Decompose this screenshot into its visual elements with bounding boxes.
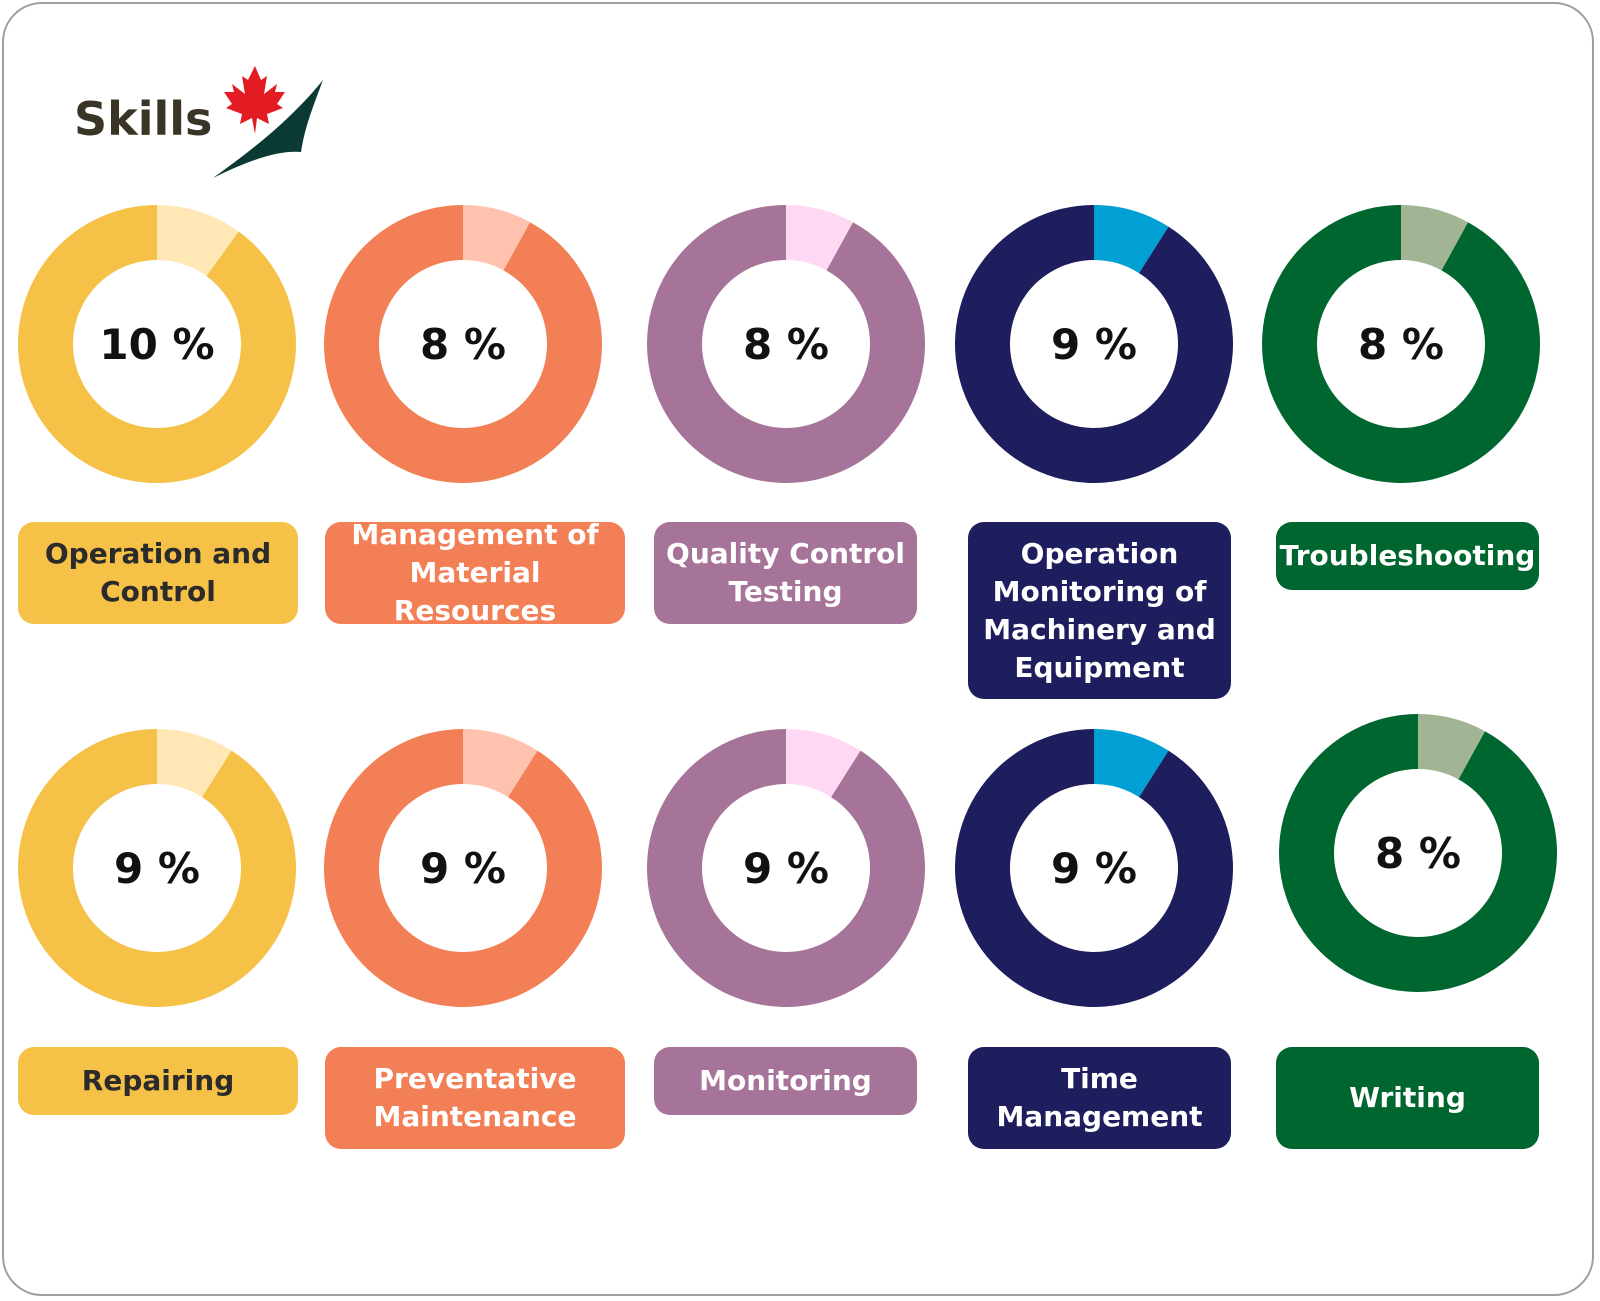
donut-svg bbox=[324, 729, 602, 1007]
donut-value-slice bbox=[786, 729, 861, 798]
donut-chart: 8 % bbox=[644, 202, 928, 486]
percent-label: 8 % bbox=[1375, 828, 1461, 878]
donut-chart: 8 % bbox=[1276, 711, 1560, 995]
skills-logo: Skills bbox=[74, 62, 344, 187]
donut-remainder-slice bbox=[17, 729, 296, 1007]
percent-label: 9 % bbox=[1051, 843, 1137, 893]
donut-chart: 8 % bbox=[321, 202, 605, 486]
logo-text: Skills bbox=[74, 92, 213, 146]
skill-label: Operation and Control bbox=[18, 522, 298, 624]
donut-svg bbox=[1279, 714, 1557, 992]
donut-chart: 9 % bbox=[952, 202, 1236, 486]
donut-value-slice bbox=[157, 729, 232, 798]
skill-label: Operation Monitoring of Machinery and Eq… bbox=[968, 522, 1231, 699]
donut-remainder-slice bbox=[647, 205, 925, 483]
donut-value-slice bbox=[1094, 205, 1169, 274]
donut-svg bbox=[955, 729, 1233, 1007]
skill-label: Troubleshooting bbox=[1276, 522, 1539, 590]
donut-chart: 9 % bbox=[644, 726, 928, 1010]
donut-remainder-slice bbox=[1262, 205, 1540, 483]
donut-svg bbox=[17, 729, 296, 1007]
donut-value-slice bbox=[463, 205, 530, 271]
donut-svg bbox=[1262, 205, 1540, 483]
donut-value-slice bbox=[1094, 729, 1169, 798]
donut-remainder-slice bbox=[324, 729, 602, 1007]
donut-remainder-slice bbox=[955, 205, 1233, 483]
percent-label: 9 % bbox=[114, 843, 200, 893]
percent-label: 9 % bbox=[420, 843, 506, 893]
donut-value-slice bbox=[1418, 714, 1485, 780]
percent-label: 10 % bbox=[99, 319, 215, 369]
donut-chart: 10 % bbox=[15, 202, 299, 486]
percent-label: 9 % bbox=[743, 843, 829, 893]
donut-value-slice bbox=[1401, 205, 1468, 271]
donut-value-slice bbox=[157, 205, 239, 277]
maple-leaf-swoosh-icon bbox=[213, 66, 323, 178]
donut-remainder-slice bbox=[647, 729, 925, 1007]
skill-label: Preventative Maintenance bbox=[325, 1047, 625, 1149]
percent-label: 8 % bbox=[743, 319, 829, 369]
donut-value-slice bbox=[786, 205, 853, 271]
donut-svg bbox=[647, 205, 925, 483]
donut-remainder-slice bbox=[1279, 714, 1557, 992]
donut-svg bbox=[324, 205, 602, 483]
donut-remainder-slice bbox=[17, 205, 296, 483]
donut-svg bbox=[17, 205, 296, 483]
skill-label: Writing bbox=[1276, 1047, 1539, 1149]
skill-label: Time Management bbox=[968, 1047, 1231, 1149]
percent-label: 9 % bbox=[1051, 319, 1137, 369]
skill-label: Quality Control Testing bbox=[654, 522, 917, 624]
donut-value-slice bbox=[463, 729, 538, 798]
donut-svg bbox=[647, 729, 925, 1007]
skill-label: Monitoring bbox=[654, 1047, 917, 1115]
donut-remainder-slice bbox=[955, 729, 1233, 1007]
donut-chart: 9 % bbox=[15, 726, 299, 1010]
donut-remainder-slice bbox=[324, 205, 602, 483]
percent-label: 8 % bbox=[1358, 319, 1444, 369]
percent-label: 8 % bbox=[420, 319, 506, 369]
skill-label: Management of Material Resources bbox=[325, 518, 625, 627]
skill-label: Repairing bbox=[18, 1047, 298, 1115]
donut-svg bbox=[955, 205, 1233, 483]
donut-chart: 9 % bbox=[321, 726, 605, 1010]
donut-chart: 8 % bbox=[1259, 202, 1543, 486]
donut-chart: 9 % bbox=[952, 726, 1236, 1010]
